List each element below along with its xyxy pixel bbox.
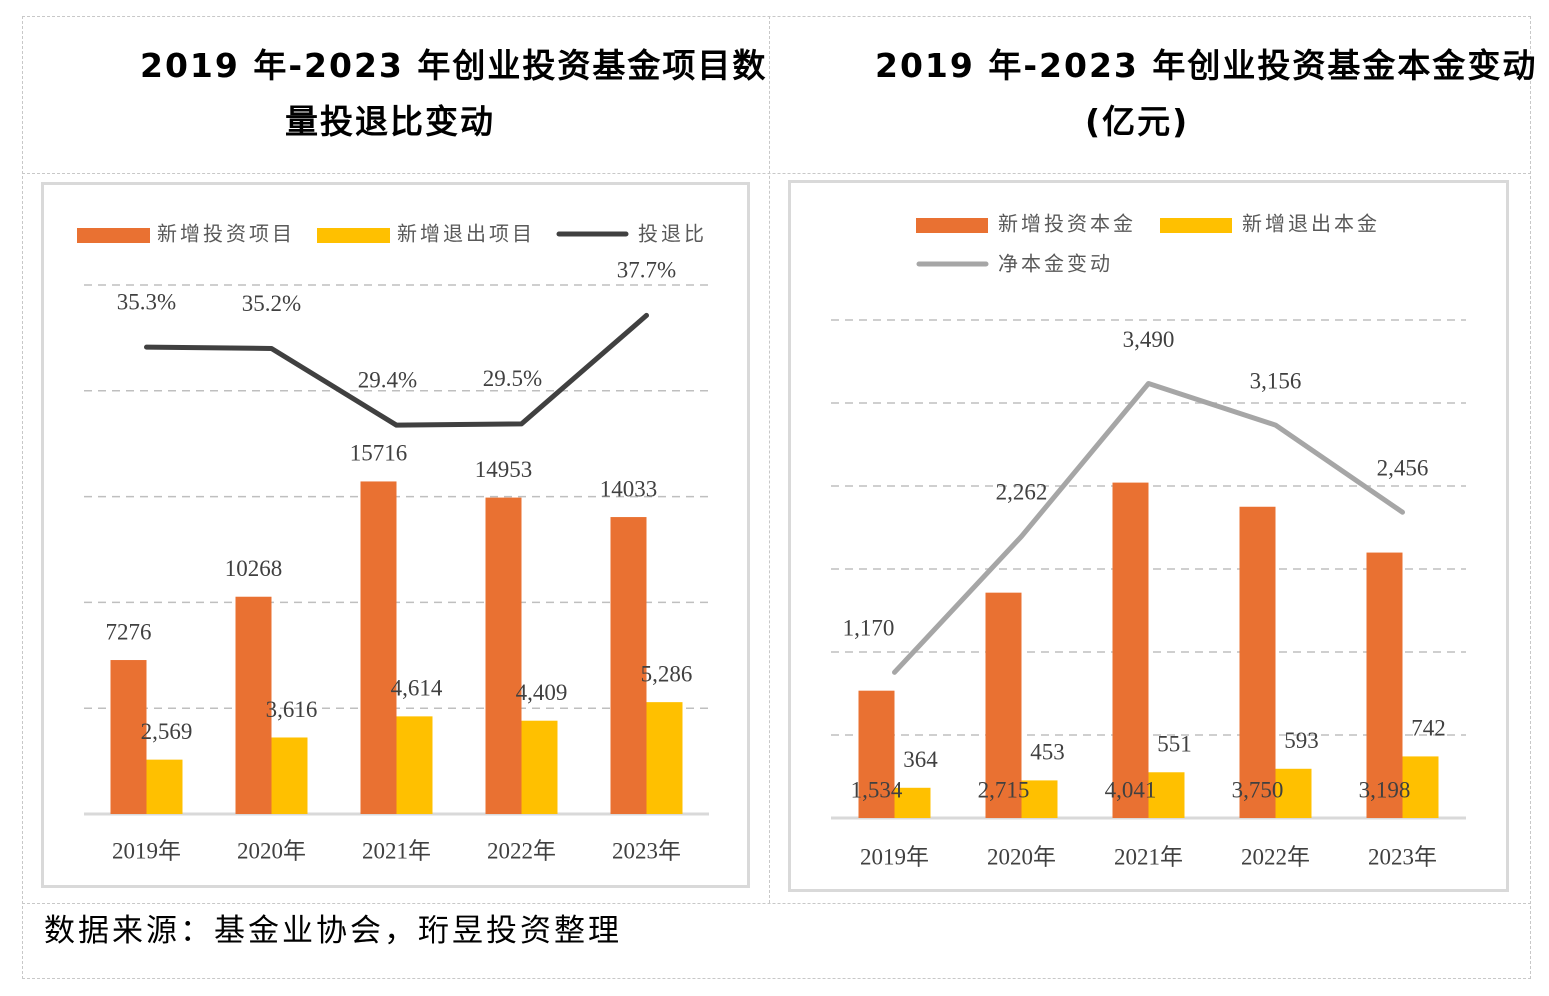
legend-swatch-2 — [1160, 218, 1232, 233]
bar-data-label: 742 — [1411, 716, 1446, 741]
line-data-label: 2,456 — [1377, 456, 1429, 481]
right-title-line2: (亿元) — [1085, 102, 1190, 141]
bar-data-label: 5,286 — [641, 661, 693, 686]
bar-exit — [396, 716, 433, 814]
left-chart-container: 新增投资项目 新增退出项目 投退比 7276 10268 15716 14953 14033 2… — [41, 182, 750, 888]
column-divider — [769, 16, 770, 903]
bar-data-label: 1,534 — [851, 777, 903, 802]
page-frame — [22, 16, 1531, 979]
bar-invest — [985, 592, 1022, 818]
bar-data-label: 15716 — [350, 441, 408, 466]
bar-invest — [360, 481, 397, 814]
data-source-footer: 数据来源：基金业协会，珩昱投资整理 — [44, 913, 622, 949]
bar-invest — [485, 497, 522, 814]
left-chart-title: 2019 年-2023 年创业投资基金项目数 量投退比变动 — [60, 38, 820, 150]
right-chart-container: 新增投资本金 新增退出本金净本金变动 1,534 2,715 4,041 3,750 3,1… — [788, 180, 1509, 892]
bar-data-label: 3,616 — [266, 697, 318, 722]
line-data-label: 3,156 — [1250, 368, 1302, 393]
x-tick-label: 2021年 — [362, 838, 431, 863]
line-data-label: 29.4% — [358, 367, 417, 392]
bar-data-label: 4,614 — [391, 676, 443, 701]
x-tick-label: 2023年 — [1368, 844, 1437, 869]
bar-exit — [146, 759, 183, 814]
right-chart-title: 2019 年-2023 年创业投资基金本金变动 (亿元) — [800, 38, 1540, 150]
bar-exit — [1021, 780, 1058, 818]
bar-data-label: 593 — [1284, 728, 1319, 753]
x-tick-label: 2019年 — [860, 844, 929, 869]
bar-invest — [110, 660, 147, 814]
bar-data-label: 14953 — [475, 457, 533, 482]
bar-exit — [894, 787, 931, 818]
bar-data-label: 364 — [903, 747, 938, 772]
line-data-label: 3,490 — [1123, 327, 1175, 352]
legend-swatch-2 — [317, 228, 390, 243]
bar-exit — [1275, 768, 1312, 818]
legend-swatch-1 — [916, 218, 988, 233]
line-data-label: 1,170 — [843, 616, 895, 641]
legend-swatch-1 — [77, 228, 150, 243]
x-tick-label: 2022年 — [487, 838, 556, 863]
left-title-line1: 2019 年-2023 年创业投资基金项目数 — [140, 46, 768, 85]
bar-data-label: 4,041 — [1105, 777, 1157, 802]
bar-data-label: 10268 — [225, 556, 283, 581]
legend-label-3: 净本金变动 — [998, 252, 1113, 276]
legend-label-1: 新增投资项目 — [157, 222, 295, 246]
footer-divider — [22, 903, 1531, 904]
bar-exit — [1148, 772, 1185, 818]
bar-exit — [646, 702, 683, 814]
right-title-line1: 2019 年-2023 年创业投资基金本金变动 — [875, 46, 1538, 85]
line-data-label: 35.2% — [242, 291, 301, 316]
x-tick-label: 2023年 — [612, 838, 681, 863]
x-tick-label: 2019年 — [112, 838, 181, 863]
bar-invest — [1112, 482, 1149, 818]
bar-invest — [1239, 506, 1276, 818]
x-tick-label: 2020年 — [237, 838, 306, 863]
line-data-label: 29.5% — [483, 366, 542, 391]
legend-label-2: 新增退出项目 — [397, 222, 535, 246]
title-divider — [22, 173, 1531, 174]
line-data-label: 2,262 — [996, 480, 1048, 505]
bar-invest — [610, 517, 647, 814]
bar-data-label: 2,569 — [141, 719, 193, 744]
legend-label-2: 新增退出本金 — [1242, 212, 1380, 236]
legend-label-3: 投退比 — [638, 222, 707, 246]
left-chart: 新增投资项目 新增退出项目 投退比 7276 10268 15716 14953 14033 2… — [77, 222, 709, 863]
bar-data-label: 453 — [1030, 740, 1065, 765]
legend-label-1: 新增投资本金 — [998, 212, 1136, 236]
line-data-label: 37.7% — [617, 258, 676, 283]
bar-data-label: 3,750 — [1232, 777, 1284, 802]
bar-exit — [521, 720, 558, 814]
bar-exit — [271, 737, 308, 814]
bar-data-label: 2,715 — [978, 777, 1030, 802]
left-title-line2: 量投退比变动 — [285, 102, 495, 141]
x-tick-label: 2022年 — [1241, 844, 1310, 869]
bar-data-label: 551 — [1157, 732, 1192, 757]
bar-invest — [1366, 552, 1403, 818]
bar-data-label: 14033 — [600, 476, 658, 501]
bar-exit — [1402, 756, 1439, 818]
x-tick-label: 2021年 — [1114, 844, 1183, 869]
bar-invest — [858, 690, 895, 818]
x-tick-label: 2020年 — [987, 844, 1056, 869]
line-data-label: 35.3% — [117, 289, 176, 314]
bar-data-label: 4,409 — [516, 680, 568, 705]
bar-data-label: 7276 — [106, 619, 152, 644]
bar-data-label: 3,198 — [1359, 777, 1411, 802]
bar-invest — [235, 596, 272, 814]
